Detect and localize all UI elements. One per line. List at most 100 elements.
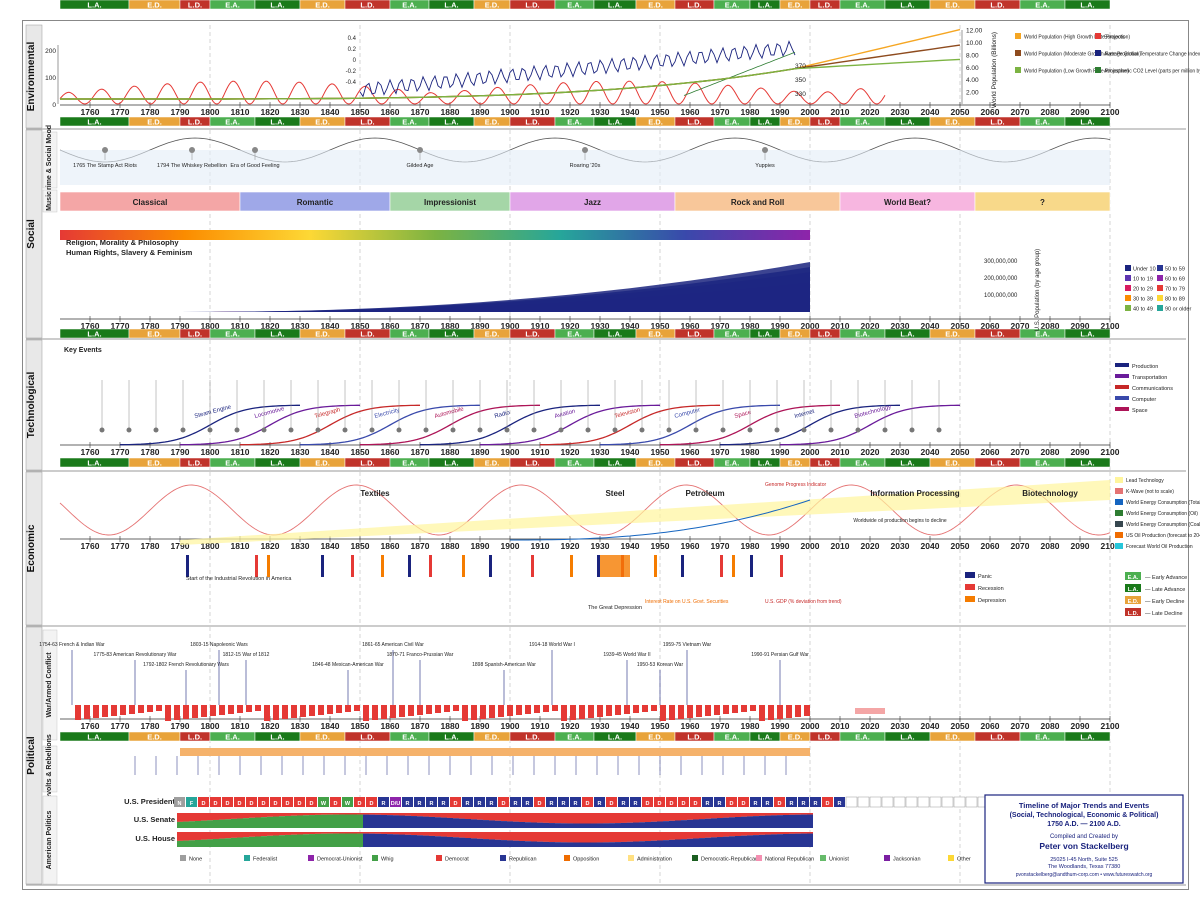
crime-mood-panel: 1765 The Stamp Act Riots 1794 The Whiskey… xyxy=(59,137,1111,185)
crime-event-label: 1794 The Whiskey Rebellion xyxy=(157,163,227,169)
music-era-label: Rock and Roll xyxy=(731,198,784,207)
credit-line: 25025 I-45 North, Suite 525 xyxy=(1050,857,1118,863)
senate-share xyxy=(459,818,465,828)
president-term xyxy=(798,797,809,807)
conflict-bar xyxy=(192,705,198,718)
tech-legend-label: Production xyxy=(1132,364,1158,370)
cycle-legend-label: Depression xyxy=(978,598,1006,604)
conflict-bar xyxy=(219,705,225,715)
senate-share xyxy=(477,813,483,820)
decade-tick-label: 1830 xyxy=(291,107,310,117)
conflict-bar xyxy=(543,705,549,712)
house-share xyxy=(627,832,633,842)
title-box xyxy=(984,794,1184,884)
title-line: (Social, Technological, Economic & Polit… xyxy=(1010,812,1159,819)
decade-tick-label: 1870 xyxy=(411,541,430,551)
party-legend-label: Federalist xyxy=(253,857,278,863)
house-share xyxy=(333,832,339,834)
party-legend-label: Democratic-Republican xyxy=(701,857,758,863)
phase-label: E.A. xyxy=(567,330,582,339)
decade-tick-label: 2060 xyxy=(981,447,1000,457)
senate-share xyxy=(291,815,297,828)
president-party-label: R xyxy=(526,801,530,807)
tech-event-dot xyxy=(315,427,321,433)
cycle-legend-label: Panic xyxy=(978,574,992,580)
tech-event-dot xyxy=(99,427,105,433)
decade-tick-label: 1800 xyxy=(201,321,220,331)
tech-event-dot xyxy=(396,427,402,433)
phase-label: E.A. xyxy=(567,459,582,468)
senate-share xyxy=(351,814,357,828)
economic-legend-label: K-Wave (not to scale) xyxy=(1126,489,1174,495)
president-term xyxy=(726,797,737,807)
economic-cycle-marker xyxy=(267,555,270,577)
party-legend-label: Jacksonian xyxy=(893,857,921,863)
conflict-bar xyxy=(435,705,441,713)
house-share xyxy=(585,832,591,843)
house-share xyxy=(573,842,579,847)
decade-tick-label: 1860 xyxy=(381,321,400,331)
president-party-label: D xyxy=(730,801,734,807)
population-legend-label: 30 to 39 xyxy=(1133,297,1153,303)
senate-share xyxy=(309,813,315,816)
house-share xyxy=(387,834,393,847)
president-term xyxy=(210,797,221,807)
decade-tick-label: 2010 xyxy=(831,107,850,117)
legend-swatch xyxy=(1125,265,1131,271)
sub-section-label: Crime & Social Mood xyxy=(46,125,53,195)
house-share xyxy=(297,832,303,835)
phase-label: E.A. xyxy=(402,459,417,468)
house-share xyxy=(183,840,189,847)
house-share xyxy=(669,839,675,847)
president-term xyxy=(522,797,533,807)
decade-tick-label: 1810 xyxy=(231,541,250,551)
phase-segment xyxy=(1064,0,1111,10)
senate-share xyxy=(789,814,795,828)
decade-tick-label: 2090 xyxy=(1071,107,1090,117)
phase-label: E.D. xyxy=(315,118,330,127)
house-share xyxy=(411,835,417,847)
house-share xyxy=(807,833,813,847)
phase-label: L.D. xyxy=(990,330,1004,339)
senate-share xyxy=(657,813,663,822)
senate-share xyxy=(435,813,441,818)
house-share xyxy=(579,842,585,847)
house-share xyxy=(603,842,609,847)
k-wave-line xyxy=(59,484,1111,536)
legend-swatch xyxy=(1115,363,1129,367)
president-term xyxy=(378,797,389,807)
president-term xyxy=(390,797,401,807)
phase-label: L.A. xyxy=(444,118,458,127)
house-share xyxy=(357,832,363,834)
house-share xyxy=(441,836,447,847)
president-party-label: R xyxy=(382,801,386,807)
president-party-label: D xyxy=(286,801,290,807)
senate-share xyxy=(543,813,549,823)
senate-share xyxy=(579,813,585,824)
legend-swatch xyxy=(1115,396,1129,400)
decade-tick-label: 2020 xyxy=(861,721,880,731)
decade-tick-label: 1990 xyxy=(771,107,790,117)
legend-swatch xyxy=(756,855,762,861)
sub-section-label: Music xyxy=(46,191,53,211)
decade-tick-label: 1990 xyxy=(771,541,790,551)
senate-share xyxy=(699,813,705,820)
revolts-panel xyxy=(134,748,810,775)
president-party-label: R xyxy=(838,801,842,807)
house-share xyxy=(177,832,183,841)
party-legend-label: Democrat xyxy=(445,857,469,863)
conflict-bar xyxy=(282,705,288,719)
conflict-bar xyxy=(660,705,666,721)
decade-tick-label: 2030 xyxy=(891,541,910,551)
house-share xyxy=(717,837,723,847)
conflict-bar xyxy=(777,705,783,719)
population-legend-label: 20 to 29 xyxy=(1133,287,1153,293)
conflict-bar xyxy=(372,705,378,720)
senate-share xyxy=(399,815,405,828)
house-share xyxy=(183,832,189,841)
phase-legend-label: — Late Advance xyxy=(1145,587,1185,593)
senate-share xyxy=(609,813,615,824)
senate-share xyxy=(507,821,513,828)
social-heading: Human Rights, Slavery & Feminism xyxy=(66,248,193,257)
house-share xyxy=(699,832,705,839)
